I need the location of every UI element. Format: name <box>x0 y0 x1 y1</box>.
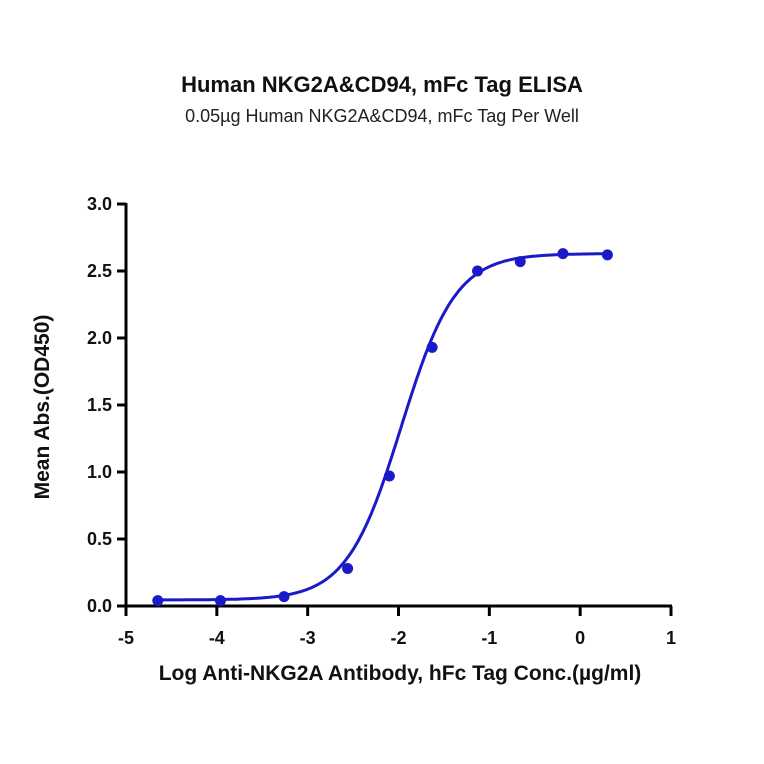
y-tick-label: 0.5 <box>87 529 112 549</box>
x-axis-label: Log Anti-NKG2A Antibody, hFc Tag Conc.(µ… <box>158 662 642 685</box>
data-point <box>278 591 290 603</box>
y-tick-label: 1.0 <box>87 462 112 482</box>
y-tick-label: 1.5 <box>87 395 112 415</box>
x-tick-label: 0 <box>575 628 585 648</box>
y-tick-label: 3.0 <box>87 194 112 214</box>
data-point <box>514 256 526 268</box>
chart-title: Human NKG2A&CD94, mFc Tag ELISA <box>181 72 583 97</box>
x-tick-label: -4 <box>209 628 225 648</box>
x-tick-label: -2 <box>390 628 406 648</box>
x-tick-label: 1 <box>666 628 676 648</box>
data-point <box>557 248 569 260</box>
y-tick-label: 0.0 <box>87 596 112 616</box>
data-point <box>426 341 438 353</box>
x-tick-label: -1 <box>481 628 497 648</box>
data-point <box>383 470 395 482</box>
data-point <box>472 265 484 277</box>
data-point <box>601 249 613 261</box>
chart-subtitle: 0.05µg Human NKG2A&CD94, mFc Tag Per Wel… <box>185 106 579 126</box>
y-tick-label: 2.5 <box>87 261 112 281</box>
fit-curve <box>157 252 608 602</box>
x-tick-label: -3 <box>300 628 316 648</box>
data-point <box>342 562 354 574</box>
y-tick-label: 2.0 <box>87 328 112 348</box>
data-point <box>214 595 226 607</box>
data-point <box>152 595 164 607</box>
data-points <box>152 248 613 607</box>
axes: 0.0 0.5 1.0 1.5 2.0 2.5 3.0 -5 -4 -3 -2 -1 0 1 <box>87 194 676 648</box>
fit-curve-path <box>157 252 608 602</box>
x-tick-label: -5 <box>118 628 134 648</box>
